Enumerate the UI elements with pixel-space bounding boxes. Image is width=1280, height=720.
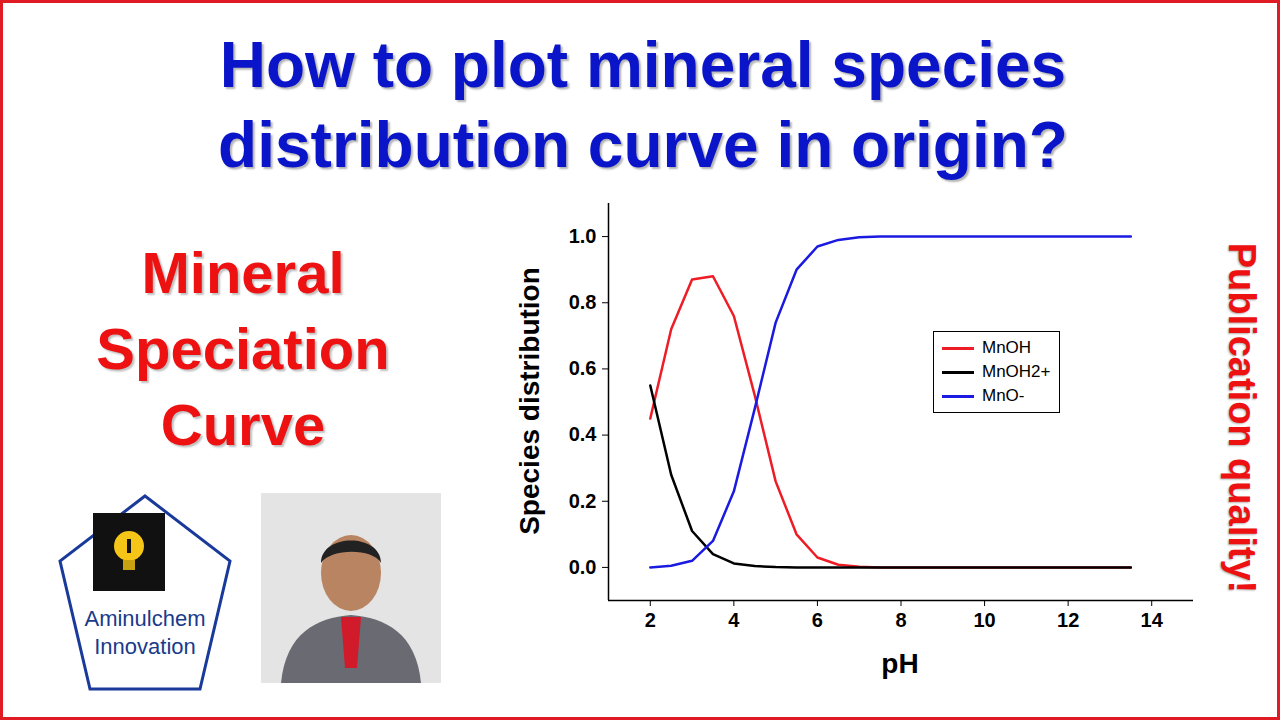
svg-text:14: 14	[1141, 609, 1164, 631]
svg-text:0.4: 0.4	[569, 423, 598, 445]
html-text:MnOH: MnOH	[982, 338, 1032, 357]
html-text:Species distribution: Species distribution	[514, 267, 545, 535]
svg-text:4: 4	[728, 609, 740, 631]
html-text:MnO-: MnO-	[982, 386, 1025, 405]
html-text:MnOH2+: MnOH2+	[982, 362, 1051, 381]
svg-text:0.8: 0.8	[569, 291, 597, 313]
html-text:pH: pH	[881, 648, 919, 679]
svg-text:0.2: 0.2	[569, 490, 597, 512]
html-text:How to plot mineral species di: How to plot mineral species distribution…	[218, 29, 1068, 181]
svg-text:0.0: 0.0	[569, 556, 597, 578]
svg-text:12: 12	[1057, 609, 1079, 631]
svg-text:0.6: 0.6	[569, 357, 597, 379]
svg-text:1.0: 1.0	[569, 225, 597, 247]
html-text:Mineral Speciation Curve: Mineral Speciation Curve	[96, 240, 390, 457]
svg-text:8: 8	[895, 609, 906, 631]
svg-text:10: 10	[973, 609, 995, 631]
html-text:Aminulchem Innovation: Aminulchem Innovation	[84, 606, 206, 659]
html-text:Publication quality!: Publication quality!	[1220, 242, 1263, 594]
svg-text:2: 2	[645, 609, 656, 631]
svg-text:6: 6	[812, 609, 823, 631]
